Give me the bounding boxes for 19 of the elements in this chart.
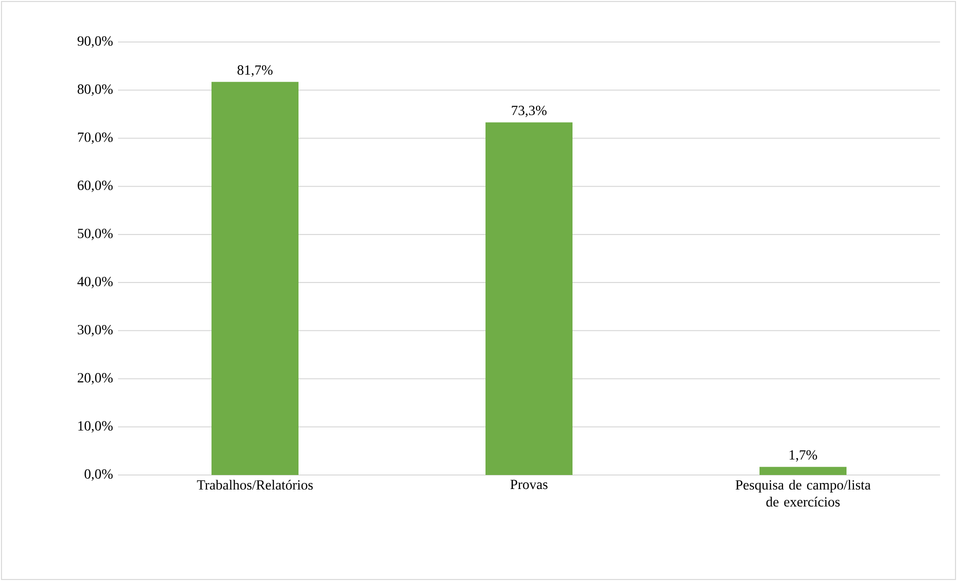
data-label: 73,3% [512,106,547,118]
y-tick-label: 90,0% [78,36,113,48]
y-tick-label: 10,0% [78,421,113,433]
y-tick-label: 80,0% [78,84,113,96]
bar [212,82,299,475]
x-tick-label: Provas [510,480,548,490]
data-label: 1,7% [790,450,818,462]
y-tick-label: 70,0% [78,132,113,144]
data-label: 81,7% [238,65,273,77]
bar [760,466,847,475]
y-tick-label: 20,0% [78,373,113,384]
y-tick-label: 40,0% [77,276,113,288]
y-tick-label: 0,0% [84,469,113,481]
x-tick-label: Pesquisa de campo/lista de exercícios [736,480,871,507]
x-tick-label: Trabalhos/Relatórios [197,480,313,490]
y-tick-label: 50,0% [78,228,113,240]
y-tick-label: 60,0% [78,180,113,192]
y-tick-label: 30,0% [78,324,113,336]
bar [486,122,573,475]
